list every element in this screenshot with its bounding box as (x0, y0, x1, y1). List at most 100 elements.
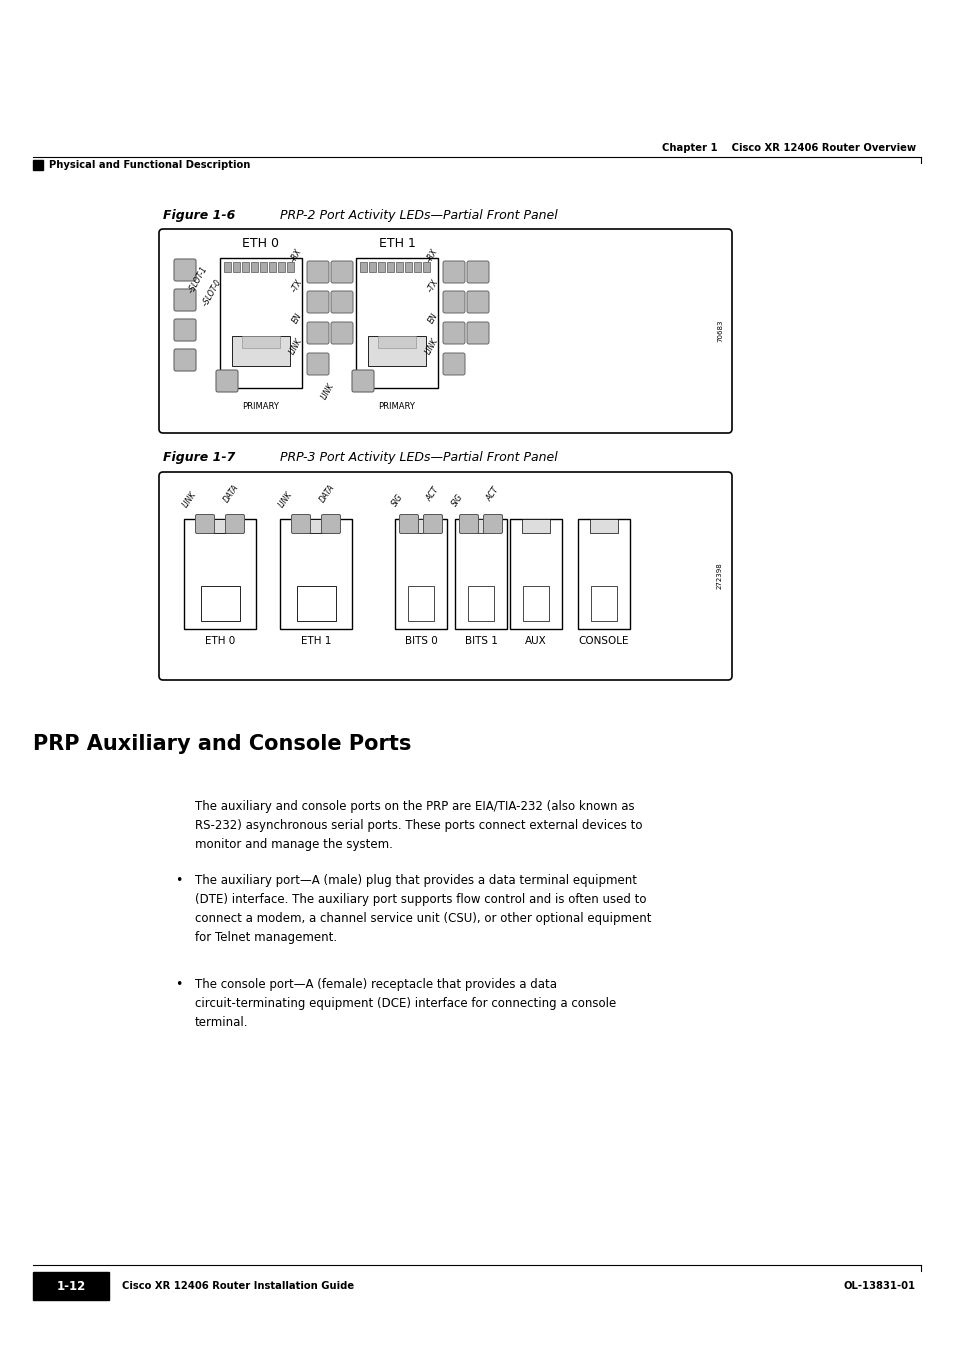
FancyBboxPatch shape (483, 515, 502, 534)
FancyBboxPatch shape (173, 319, 195, 340)
FancyBboxPatch shape (467, 322, 489, 345)
Bar (422, 262, 430, 272)
FancyBboxPatch shape (331, 322, 353, 345)
Text: 272398: 272398 (717, 562, 722, 589)
FancyBboxPatch shape (292, 515, 310, 534)
Text: Chapter 1    Cisco XR 12406 Router Overview: Chapter 1 Cisco XR 12406 Router Overview (661, 143, 915, 153)
FancyBboxPatch shape (467, 261, 489, 282)
Text: LINK: LINK (180, 489, 198, 509)
Text: PRP-2 Port Activity LEDs—Partial Front Panel: PRP-2 Port Activity LEDs—Partial Front P… (248, 209, 558, 222)
Text: PRP-3 Port Activity LEDs—Partial Front Panel: PRP-3 Port Activity LEDs—Partial Front P… (248, 451, 558, 463)
FancyBboxPatch shape (307, 261, 329, 282)
Bar (387, 262, 394, 272)
Bar (468, 586, 494, 621)
Bar (467, 519, 495, 534)
Bar (589, 519, 618, 534)
FancyBboxPatch shape (307, 290, 329, 313)
FancyBboxPatch shape (467, 290, 489, 313)
Text: PRP Auxiliary and Console Ports: PRP Auxiliary and Console Ports (33, 734, 411, 754)
Text: Cisco XR 12406 Router Installation Guide: Cisco XR 12406 Router Installation Guide (122, 1281, 354, 1292)
Bar (280, 519, 352, 630)
Text: EN: EN (426, 311, 439, 326)
Text: OL-13831-01: OL-13831-01 (843, 1281, 915, 1292)
FancyBboxPatch shape (307, 322, 329, 345)
Text: ETH 1: ETH 1 (300, 636, 331, 646)
FancyBboxPatch shape (307, 353, 329, 376)
Bar (369, 262, 375, 272)
Text: Figure 1-6: Figure 1-6 (163, 209, 235, 222)
FancyBboxPatch shape (442, 290, 464, 313)
FancyBboxPatch shape (352, 370, 374, 392)
FancyBboxPatch shape (423, 515, 442, 534)
Text: The auxiliary port—A (male) plug that provides a data terminal equipment
(DTE) i: The auxiliary port—A (male) plug that pr… (194, 874, 651, 944)
Bar (220, 258, 302, 388)
Bar (510, 519, 561, 630)
Bar (287, 262, 294, 272)
Bar (368, 336, 426, 366)
Text: –SLOT-1: –SLOT-1 (187, 265, 209, 295)
Text: SIG: SIG (390, 492, 405, 508)
Bar (359, 262, 367, 272)
Text: 1-12: 1-12 (56, 1279, 86, 1293)
Bar (414, 262, 420, 272)
Text: PRIMARY: PRIMARY (378, 403, 415, 411)
Text: •: • (174, 978, 182, 992)
Text: Figure 1-7: Figure 1-7 (163, 451, 235, 463)
FancyBboxPatch shape (331, 261, 353, 282)
Text: CONSOLE: CONSOLE (578, 636, 629, 646)
Bar (232, 336, 290, 366)
Text: PRIMARY: PRIMARY (242, 403, 279, 411)
FancyBboxPatch shape (195, 515, 214, 534)
Bar (407, 519, 435, 534)
Bar (395, 262, 402, 272)
Text: –TX: –TX (289, 277, 304, 295)
FancyBboxPatch shape (173, 289, 195, 311)
Bar (578, 519, 629, 630)
Bar (455, 519, 506, 630)
Text: ACT: ACT (484, 485, 500, 503)
Text: DATA: DATA (222, 482, 240, 504)
Text: BITS 0: BITS 0 (404, 636, 436, 646)
Text: –RX: –RX (425, 247, 439, 263)
Bar (277, 262, 285, 272)
Text: The auxiliary and console ports on the PRP are EIA/TIA-232 (also known as
RS-232: The auxiliary and console ports on the P… (194, 800, 641, 851)
Bar (296, 519, 335, 534)
Bar (269, 262, 275, 272)
FancyBboxPatch shape (159, 230, 731, 434)
Bar (521, 519, 550, 534)
Text: –TX: –TX (425, 277, 439, 295)
Bar (233, 262, 240, 272)
Bar (33, 1273, 109, 1300)
Bar (260, 262, 267, 272)
FancyBboxPatch shape (459, 515, 478, 534)
Bar (590, 586, 617, 621)
FancyBboxPatch shape (331, 290, 353, 313)
Bar (251, 262, 257, 272)
Text: ETH 0: ETH 0 (242, 236, 279, 250)
Text: DATA: DATA (317, 482, 336, 504)
Bar (405, 262, 412, 272)
Text: EN: EN (291, 311, 304, 326)
Text: LINK: LINK (287, 336, 304, 357)
Bar (224, 262, 231, 272)
FancyBboxPatch shape (442, 322, 464, 345)
FancyBboxPatch shape (225, 515, 244, 534)
Text: LINK: LINK (276, 489, 294, 509)
Text: ACT: ACT (424, 485, 440, 503)
Text: LINK: LINK (319, 382, 335, 401)
Bar (522, 586, 548, 621)
Text: –RX: –RX (289, 247, 304, 263)
Text: The console port—A (female) receptacle that provides a data
circuit-terminating : The console port—A (female) receptacle t… (194, 978, 616, 1029)
FancyBboxPatch shape (215, 370, 237, 392)
Bar (201, 586, 240, 621)
Bar (33, 159, 43, 170)
Bar (408, 586, 434, 621)
Text: LINK: LINK (423, 336, 439, 357)
Text: ETH 0: ETH 0 (205, 636, 234, 646)
Bar (201, 519, 240, 534)
Text: •: • (174, 874, 182, 888)
Text: –SLOT-0: –SLOT-0 (200, 277, 223, 308)
Bar (242, 262, 249, 272)
FancyBboxPatch shape (173, 349, 195, 372)
Bar (377, 262, 385, 272)
